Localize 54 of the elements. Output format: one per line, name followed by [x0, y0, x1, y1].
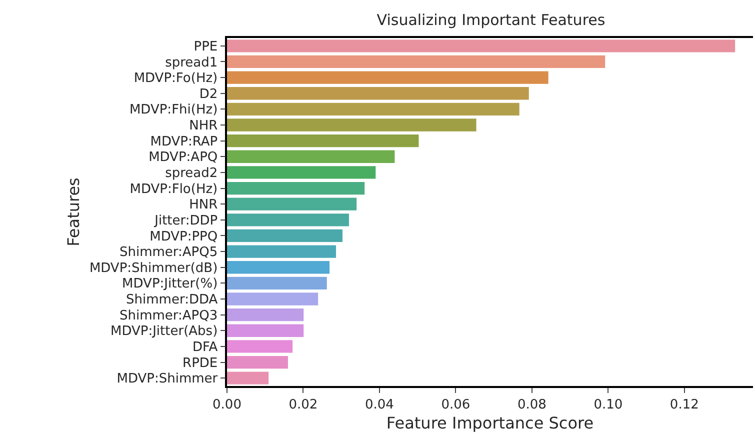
y-tick-label: MDVP:Shimmer	[116, 372, 218, 387]
y-tick-label: HNR	[189, 198, 218, 213]
bar	[227, 340, 293, 353]
y-tick-label: MDVP:Jitter(%)	[122, 276, 218, 292]
y-tick-label: D2	[199, 86, 218, 102]
bar	[227, 356, 288, 369]
x-tick-label: 0.00	[212, 397, 242, 412]
y-tick-label: PPE	[194, 39, 218, 54]
bar	[227, 324, 304, 337]
y-tick-label: NHR	[189, 118, 218, 134]
bar	[227, 372, 269, 384]
y-tick-label: Shimmer:APQ5	[119, 245, 218, 260]
x-axis-title: Feature Importance Score	[386, 414, 594, 433]
y-tick-label: Shimmer:APQ3	[119, 308, 218, 324]
x-tick-label: 0.04	[364, 397, 394, 412]
bar	[227, 308, 304, 322]
y-tick-label: MDVP:APQ	[148, 150, 218, 166]
y-tick-label: MDVP:Shimmer(dB)	[89, 260, 218, 276]
x-tick-label: 0.08	[517, 397, 546, 412]
x-tick-label: 0.12	[670, 397, 699, 412]
bar	[227, 261, 330, 274]
y-tick-label: MDVP:Fhi(Hz)	[129, 102, 218, 118]
y-tick-label: MDVP:Flo(Hz)	[130, 182, 218, 197]
x-tick-label: 0.06	[441, 397, 470, 412]
bar	[227, 40, 736, 52]
bar	[227, 71, 548, 84]
bar	[227, 214, 349, 226]
y-tick-label: spread2	[165, 166, 218, 181]
bar	[227, 150, 395, 163]
bar	[227, 166, 376, 179]
y-axis-title: Features	[64, 178, 83, 246]
y-tick-label: Shimmer:DDA	[126, 292, 218, 308]
bar	[227, 182, 365, 195]
bar	[227, 134, 419, 148]
y-tick-label: RPDE	[182, 356, 218, 371]
x-tick-label: 0.10	[594, 397, 623, 412]
y-tick-label: MDVP:Jitter(Abs)	[110, 324, 218, 340]
bar	[227, 102, 520, 116]
bar	[227, 118, 476, 132]
bar	[227, 245, 336, 258]
y-tick-label: MDVP:PPQ	[150, 229, 218, 244]
bar	[227, 55, 606, 68]
bar	[227, 229, 342, 242]
bar	[227, 276, 327, 290]
bar	[227, 87, 529, 100]
y-tick-label: MDVP:Fo(Hz)	[134, 71, 218, 86]
chart-title: Visualizing Important Features	[376, 11, 606, 30]
y-tick-label: spread1	[165, 55, 218, 70]
x-tick-label: 0.02	[288, 397, 318, 412]
y-tick-label: DFA	[192, 340, 218, 355]
bar	[227, 198, 357, 210]
bar	[227, 292, 318, 306]
y-tick-label: MDVP:RAP	[150, 134, 218, 150]
y-tick-label: Jitter:DDP	[154, 213, 218, 228]
